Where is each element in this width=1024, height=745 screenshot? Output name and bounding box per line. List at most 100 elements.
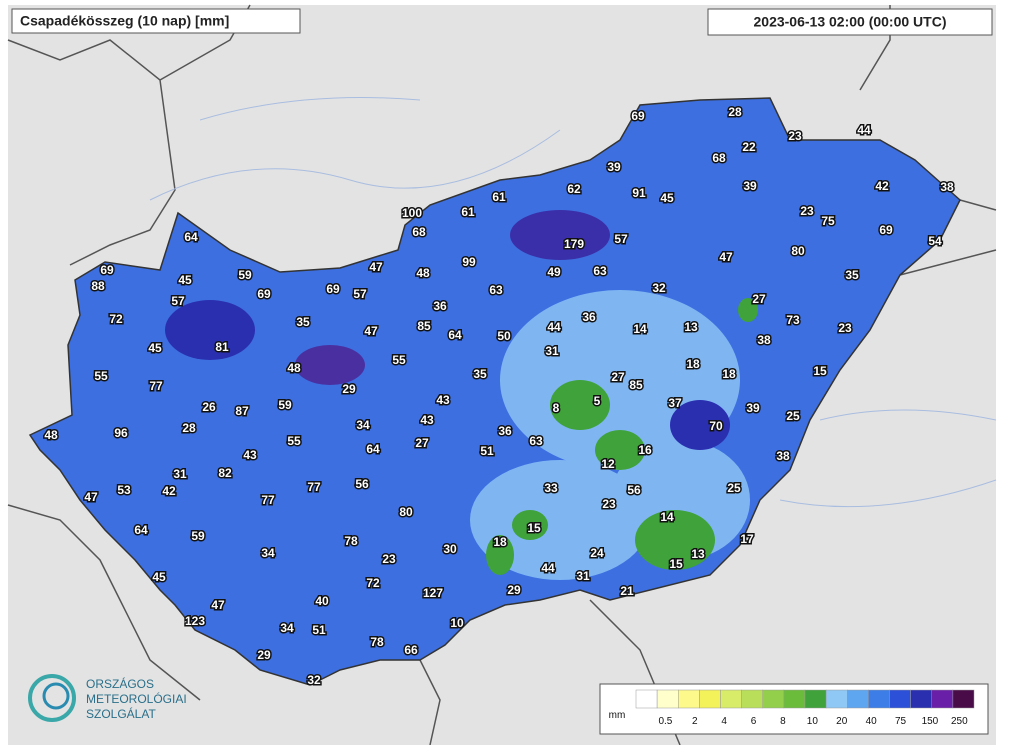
- station-value: 12: [601, 457, 615, 471]
- title-box: [11, 8, 301, 34]
- station-value: 31: [545, 344, 559, 358]
- station-value: 39: [607, 160, 621, 174]
- station-value: 29: [342, 382, 356, 396]
- rain-areas: [165, 210, 758, 580]
- logo-mark: [28, 674, 76, 722]
- legend-tick: 75: [895, 716, 907, 727]
- legend-swatch: [678, 689, 700, 709]
- station-value: 32: [307, 673, 321, 687]
- station-value: 42: [162, 484, 176, 498]
- station-value: 57: [171, 294, 185, 308]
- station-value: 31: [576, 569, 590, 583]
- station-value: 78: [344, 534, 358, 548]
- station-value: 23: [800, 204, 814, 218]
- logo-mark: [42, 682, 70, 710]
- legend-swatch: [931, 689, 954, 709]
- station-value: 27: [415, 436, 429, 450]
- station-value: 35: [296, 315, 310, 329]
- station-value: 48: [416, 266, 430, 280]
- legend-swatch: [741, 689, 763, 709]
- station-value: 48: [287, 361, 301, 375]
- legend-tick: 8: [780, 716, 786, 727]
- station-value: 48: [44, 428, 58, 442]
- station-value: 44: [547, 320, 561, 334]
- legend-swatch: [699, 689, 721, 709]
- station-value: 16: [638, 443, 652, 457]
- station-value: 59: [191, 529, 205, 543]
- station-value: 91: [632, 186, 646, 200]
- station-value: 23: [788, 129, 802, 143]
- station-value: 43: [420, 413, 434, 427]
- station-value: 63: [593, 264, 607, 278]
- station-value: 78: [370, 635, 384, 649]
- logo-text: METEOROLÓGIAI: [86, 691, 187, 706]
- legend-tick: 150: [922, 716, 939, 727]
- station-value: 64: [448, 328, 462, 342]
- legend-swatch: [825, 689, 848, 709]
- station-value: 10: [450, 616, 464, 630]
- legend-swatch: [783, 689, 806, 709]
- station-value: 70: [709, 419, 723, 433]
- station-value: 63: [489, 283, 503, 297]
- station-value: 39: [743, 179, 757, 193]
- station-value: 81: [215, 340, 229, 354]
- station-value: 23: [838, 321, 852, 335]
- legend-tick: 40: [866, 716, 878, 727]
- legend-tick: 250: [951, 716, 968, 727]
- station-value: 18: [722, 367, 736, 381]
- station-value: 34: [280, 621, 294, 635]
- station-value: 47: [369, 260, 383, 274]
- station-value: 100: [402, 206, 422, 220]
- station-value: 72: [366, 576, 380, 590]
- station-value: 13: [691, 547, 705, 561]
- legend-tick: 0.5: [658, 716, 672, 727]
- station-value: 17: [740, 532, 754, 546]
- station-value: 69: [631, 109, 645, 123]
- station-value: 8: [553, 401, 560, 415]
- station-value: 55: [392, 353, 406, 367]
- station-value: 27: [752, 292, 766, 306]
- station-value: 47: [84, 490, 98, 504]
- station-value: 179: [564, 237, 584, 251]
- timestamp: 2023-06-13 02:00 (00:00 UTC): [754, 14, 947, 30]
- station-value: 51: [312, 623, 326, 637]
- station-value: 96: [114, 426, 128, 440]
- borders: [7, 4, 997, 745]
- station-value: 5: [594, 394, 601, 408]
- station-value: 75: [821, 214, 835, 228]
- station-value: 32: [652, 281, 666, 295]
- legend-tick: 4: [721, 716, 727, 727]
- station-value: 15: [669, 557, 683, 571]
- legend-swatch: [847, 689, 869, 709]
- station-value: 85: [629, 378, 643, 392]
- station-value: 82: [218, 466, 232, 480]
- station-value: 36: [498, 424, 512, 438]
- rivers: [149, 97, 997, 508]
- station-value: 57: [614, 232, 628, 246]
- station-value: 64: [366, 442, 380, 456]
- station-value: 40: [315, 594, 329, 608]
- station-value: 99: [462, 255, 476, 269]
- legend-swatch: [868, 689, 890, 709]
- station-value: 24: [590, 546, 604, 560]
- station-value: 36: [433, 299, 447, 313]
- station-value: 23: [602, 497, 616, 511]
- station-value: 38: [757, 333, 771, 347]
- station-value: 61: [492, 190, 506, 204]
- station-value: 68: [712, 151, 726, 165]
- legend-swatch: [889, 689, 911, 709]
- station-value: 44: [857, 123, 871, 137]
- station-value: 80: [399, 505, 413, 519]
- station-value: 47: [364, 324, 378, 338]
- station-value: 59: [238, 268, 252, 282]
- station-value: 56: [627, 483, 641, 497]
- legend-swatch: [804, 689, 827, 709]
- station-value: 57: [353, 287, 367, 301]
- station-value: 29: [257, 648, 271, 662]
- station-value: 38: [776, 449, 790, 463]
- station-value: 47: [211, 598, 225, 612]
- station-value: 26: [202, 400, 216, 414]
- station-value: 27: [611, 370, 625, 384]
- legend-unit: mm: [609, 710, 626, 721]
